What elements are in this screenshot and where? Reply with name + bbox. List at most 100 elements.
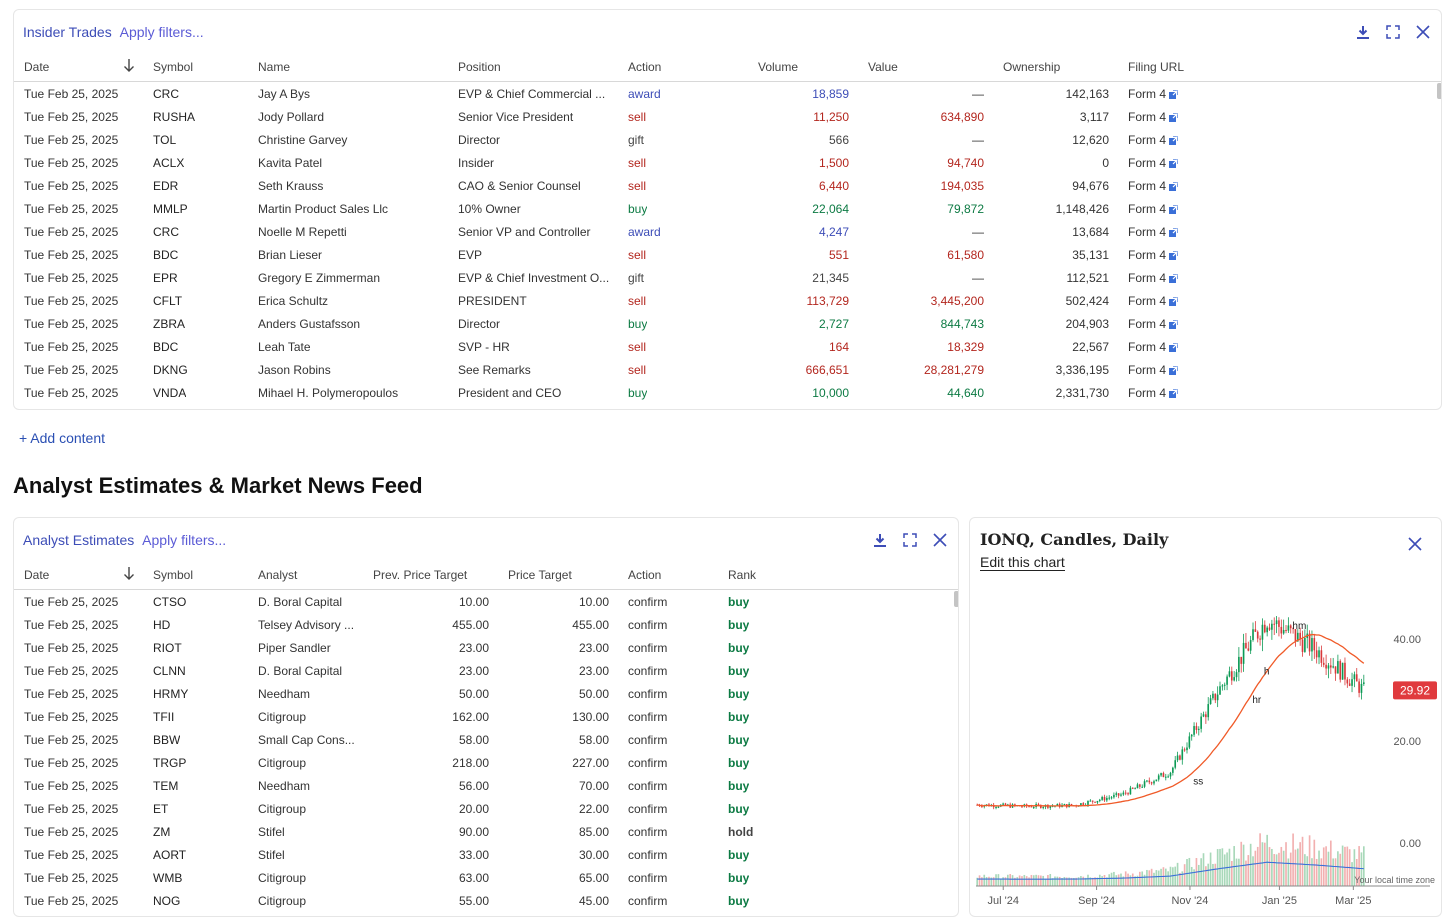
table-row[interactable]: Tue Feb 25, 2025 TEM Needham 56.00 70.00 conf… <box>14 774 958 797</box>
filing-link[interactable]: Form 4 <box>1128 202 1179 216</box>
sort-arrow-down-icon[interactable] <box>123 566 135 583</box>
analyst-estimates-title[interactable]: Analyst Estimates <box>23 532 135 548</box>
table-row[interactable]: Tue Feb 25, 2025 NOG Citigroup 55.00 45.00 co… <box>14 889 958 912</box>
filing-link[interactable]: Form 4 <box>1128 248 1179 262</box>
filing-link[interactable]: Form 4 <box>1128 110 1179 124</box>
symbol-link[interactable]: CFLT <box>153 294 183 308</box>
candlestick-chart[interactable]: 40.00 20.00 0.00 29.92 ss hr h hm Your local tim… <box>970 518 1442 917</box>
col-symbol[interactable]: Symbol <box>153 60 194 74</box>
col-date[interactable]: Date <box>24 60 50 74</box>
table-row[interactable]: Tue Feb 25, 2025 RUSHA Jody Pollard Senior … <box>14 105 1441 128</box>
col-prev-price-target[interactable]: Prev. Price Target <box>373 568 468 582</box>
edit-chart-link[interactable]: Edit this chart <box>980 554 1065 571</box>
download-icon[interactable] <box>872 532 888 548</box>
table-row[interactable]: Tue Feb 25, 2025 EDR Seth Krauss CAO & Seni… <box>14 174 1441 197</box>
symbol-link[interactable]: ZM <box>153 825 171 839</box>
filing-link[interactable]: Form 4 <box>1128 340 1179 354</box>
symbol-link[interactable]: BDC <box>153 248 179 262</box>
symbol-link[interactable]: TOL <box>153 133 177 147</box>
filing-link[interactable]: Form 4 <box>1128 386 1179 400</box>
symbol-link[interactable]: VNDA <box>153 386 187 400</box>
expand-icon[interactable] <box>902 532 918 548</box>
filing-link[interactable]: Form 4 <box>1128 363 1179 377</box>
filing-link[interactable]: Form 4 <box>1128 225 1179 239</box>
col-action[interactable]: Action <box>628 60 662 74</box>
symbol-link[interactable]: BBW <box>153 733 181 747</box>
col-ownership[interactable]: Ownership <box>1003 60 1061 74</box>
table-row[interactable]: Tue Feb 25, 2025 CRC Noelle M Repetti Senio… <box>14 220 1441 243</box>
symbol-link[interactable]: MMLP <box>153 202 188 216</box>
col-symbol[interactable]: Symbol <box>153 568 194 582</box>
symbol-link[interactable]: RUSHA <box>153 110 196 124</box>
table-row[interactable]: Tue Feb 25, 2025 CFLT Erica Schultz PRESIDE… <box>14 289 1441 312</box>
table-row[interactable]: Tue Feb 25, 2025 ZBRA Anders Gustafsson Dir… <box>14 312 1441 335</box>
symbol-link[interactable]: CRC <box>153 225 179 239</box>
col-rank[interactable]: Rank <box>728 568 757 582</box>
download-icon[interactable] <box>1355 24 1371 40</box>
filing-link[interactable]: Form 4 <box>1128 179 1179 193</box>
table-row[interactable]: Tue Feb 25, 2025 EPR Gregory E Zimmerman EV… <box>14 266 1441 289</box>
symbol-link[interactable]: AORT <box>153 848 187 862</box>
symbol-link[interactable]: CRC <box>153 87 179 101</box>
symbol-link[interactable]: HD <box>153 618 171 632</box>
col-analyst[interactable]: Analyst <box>258 568 298 582</box>
filing-link[interactable]: Form 4 <box>1128 156 1179 170</box>
symbol-link[interactable]: TEM <box>153 779 179 793</box>
close-icon[interactable] <box>932 532 948 548</box>
table-row[interactable]: Tue Feb 25, 2025 BDC Leah Tate SVP - HR sell… <box>14 335 1441 358</box>
symbol-link[interactable]: WMB <box>153 871 183 885</box>
add-content-button[interactable]: + Add content <box>19 430 106 446</box>
expand-icon[interactable] <box>1385 24 1401 40</box>
col-position[interactable]: Position <box>458 60 501 74</box>
analyst-scrollbar[interactable] <box>954 591 958 607</box>
symbol-link[interactable]: DKNG <box>153 363 188 377</box>
insider-apply-filters[interactable]: Apply filters... <box>119 24 204 40</box>
close-icon[interactable] <box>1415 24 1431 40</box>
table-row[interactable]: Tue Feb 25, 2025 CLNN D. Boral Capital 23.0… <box>14 659 958 682</box>
table-row[interactable]: Tue Feb 25, 2025 WMB Citigroup 63.00 65.00 co… <box>14 866 958 889</box>
symbol-link[interactable]: RIOT <box>153 641 182 655</box>
table-row[interactable]: Tue Feb 25, 2025 ET Citigroup 20.00 22.00 con… <box>14 797 958 820</box>
table-row[interactable]: Tue Feb 25, 2025 HD Telsey Advisory ... 455… <box>14 613 958 636</box>
symbol-link[interactable]: HRMY <box>153 687 189 701</box>
filing-link[interactable]: Form 4 <box>1128 271 1179 285</box>
table-row[interactable]: Tue Feb 25, 2025 TRGP Citigroup 218.00 227.0… <box>14 751 958 774</box>
analyst-apply-filters[interactable]: Apply filters... <box>142 532 227 548</box>
symbol-link[interactable]: ZBRA <box>153 317 186 331</box>
table-row[interactable]: Tue Feb 25, 2025 BBW Small Cap Cons... 58.0… <box>14 728 958 751</box>
table-row[interactable]: Tue Feb 25, 2025 TOL Christine Garvey Direc… <box>14 128 1441 151</box>
symbol-link[interactable]: TFII <box>153 710 175 724</box>
col-date[interactable]: Date <box>24 568 50 582</box>
table-row[interactable]: Tue Feb 25, 2025 BDC Brian Lieser EVP sell 55… <box>14 243 1441 266</box>
table-row[interactable]: Tue Feb 25, 2025 CTSO D. Boral Capital 10.0… <box>14 590 958 613</box>
filing-link[interactable]: Form 4 <box>1128 317 1179 331</box>
symbol-link[interactable]: BDC <box>153 340 179 354</box>
table-row[interactable]: Tue Feb 25, 2025 DKNG Jason Robins See Rema… <box>14 358 1441 381</box>
symbol-link[interactable]: ET <box>153 802 169 816</box>
filing-link[interactable]: Form 4 <box>1128 133 1179 147</box>
insider-trades-title[interactable]: Insider Trades <box>23 24 112 40</box>
table-row[interactable]: Tue Feb 25, 2025 AORT Stifel 33.00 30.00 conf… <box>14 843 958 866</box>
table-row[interactable]: Tue Feb 25, 2025 RIOT Piper Sandler 23.00 23… <box>14 636 958 659</box>
symbol-link[interactable]: EDR <box>153 179 179 193</box>
symbol-link[interactable]: ACLX <box>153 156 185 170</box>
symbol-link[interactable]: TRGP <box>153 756 187 770</box>
insider-scrollbar[interactable] <box>1437 83 1441 99</box>
symbol-link[interactable]: NOG <box>153 894 181 908</box>
filing-link[interactable]: Form 4 <box>1128 87 1179 101</box>
symbol-link[interactable]: EPR <box>153 271 178 285</box>
table-row[interactable]: Tue Feb 25, 2025 ZM Stifel 90.00 85.00 confir… <box>14 820 958 843</box>
table-row[interactable]: Tue Feb 25, 2025 MMLP Martin Product Sales… <box>14 197 1441 220</box>
col-action[interactable]: Action <box>628 568 662 582</box>
table-row[interactable]: Tue Feb 25, 2025 HRMY Needham 50.00 50.00 con… <box>14 682 958 705</box>
sort-arrow-down-icon[interactable] <box>123 58 135 75</box>
symbol-link[interactable]: CTSO <box>153 595 187 609</box>
col-name[interactable]: Name <box>258 60 291 74</box>
filing-link[interactable]: Form 4 <box>1128 294 1179 308</box>
col-price-target[interactable]: Price Target <box>508 568 572 582</box>
table-row[interactable]: Tue Feb 25, 2025 VNDA Mihael H. Polymeropo… <box>14 381 1441 404</box>
table-row[interactable]: Tue Feb 25, 2025 ACLX Kavita Patel Insider s… <box>14 151 1441 174</box>
close-icon[interactable] <box>1407 536 1423 552</box>
col-value[interactable]: Value <box>868 60 898 74</box>
col-volume[interactable]: Volume <box>758 60 799 74</box>
